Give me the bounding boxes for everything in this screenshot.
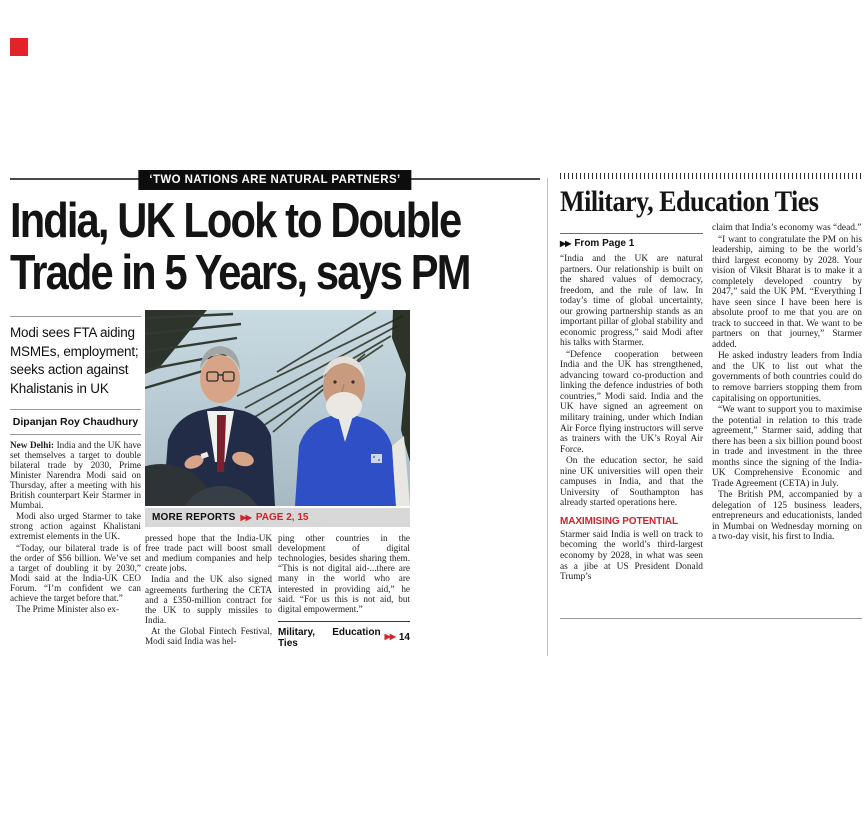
body-paragraph: “We want to support you to maximise the … xyxy=(712,405,862,489)
main-headline: India, UK Look to Double Trade in 5 Year… xyxy=(10,195,546,300)
section-subhead: MAXIMISING POTENTIAL xyxy=(560,515,679,527)
palm-fronds-left xyxy=(145,310,242,390)
article-column-1: Modi sees FTA aiding MSMEs, employment; … xyxy=(10,316,141,615)
headline-line-2: Trade in 5 Years, says PM xyxy=(10,246,471,301)
body-paragraph: “I want to congratulate the PM on his le… xyxy=(712,234,862,350)
body-paragraph: At the Global Fintech Festival, Modi sai… xyxy=(145,625,272,647)
rule xyxy=(10,316,141,317)
more-reports-pages: PAGE 2, 15 xyxy=(255,512,309,523)
jump-column-1: ▶▶ From Page 1 “India and the UK are nat… xyxy=(560,233,703,584)
body-text: “India and the UK are natural partners. … xyxy=(560,254,703,583)
body-paragraph: India and the UK also signed agreements … xyxy=(145,574,272,625)
lead-article: ‘TWO NATIONS ARE NATURAL PARTNERS’ India… xyxy=(10,170,540,690)
article-column-2: pressed hope that the India-UK free trad… xyxy=(145,533,272,647)
modi-figure xyxy=(295,356,410,506)
more-reports-bar: MORE REPORTS ▶▶ PAGE 2, 15 xyxy=(145,508,410,527)
headline-line-1: India, UK Look to Double xyxy=(10,194,462,248)
photo-illustration xyxy=(145,310,410,506)
body-paragraph: The British PM, accompanied by a delegat… xyxy=(712,490,862,543)
byline: Dipanjan Roy Chaudhury xyxy=(12,415,139,428)
body-paragraph: pressed hope that the India-UK free trad… xyxy=(145,533,272,574)
continuation-line: Military, Education Ties ▶▶ 14 xyxy=(278,620,410,649)
body-paragraph: “Today, our bilateral trade is of the or… xyxy=(10,542,141,604)
jump-article-title: Military, Education Ties xyxy=(560,185,819,218)
double-arrow-icon: ▶▶ xyxy=(384,632,396,642)
body-paragraph: “Defence cooperation between India and t… xyxy=(560,349,703,455)
body-paragraph: Starmer said India is well on track to b… xyxy=(560,529,703,583)
from-page-line: ▶▶ From Page 1 xyxy=(560,238,703,249)
body-paragraph: Modi also urged Starmer to take strong a… xyxy=(10,511,141,542)
continuation-label: Military, Education Ties xyxy=(278,626,381,649)
body-paragraph: ping other countries in the development … xyxy=(278,533,410,614)
rule xyxy=(560,233,703,234)
from-page-label: From Page 1 xyxy=(574,238,635,249)
ticked-top-border xyxy=(560,173,862,179)
palm-cluster-right xyxy=(392,310,410,462)
article-column-3: ping other countries in the development … xyxy=(278,533,410,649)
article-bottom-rule xyxy=(560,618,862,619)
double-arrow-icon: ▶▶ xyxy=(240,513,252,522)
foreground-blur xyxy=(145,464,258,506)
body-paragraph: The Prime Minister also ex- xyxy=(16,604,120,615)
body-paragraph: On the education sector, he said nine UK… xyxy=(560,456,703,509)
body-paragraph: claim that India’s economy was “dead.” xyxy=(712,223,862,233)
rule xyxy=(10,433,141,435)
palm-frond-center xyxy=(236,311,404,433)
jump-article: Military, Education Ties ▶▶ From Page 1 … xyxy=(560,170,862,650)
more-reports-label: MORE REPORTS xyxy=(152,512,236,523)
body-paragraph: “India and the UK are natural partners. … xyxy=(560,254,703,349)
column-divider-rule xyxy=(547,178,548,656)
body-text: New Delhi: India and the UK have set the… xyxy=(10,435,141,615)
double-arrow-icon: ▶▶ xyxy=(560,239,571,248)
red-corner-marker xyxy=(10,38,28,56)
kicker-strap: ‘TWO NATIONS ARE NATURAL PARTNERS’ xyxy=(138,170,412,190)
jump-column-2: claim that India’s economy was “dead.” “… xyxy=(712,223,862,544)
dateline: New Delhi: xyxy=(10,439,54,450)
standfirst: Modi sees FTA aiding MSMEs, employment; … xyxy=(10,325,139,396)
starmer-modi-photo xyxy=(145,310,410,506)
body-paragraph: New Delhi: India and the UK have set the… xyxy=(10,439,141,511)
body-paragraph: He asked industry leaders from India and… xyxy=(712,351,862,404)
continuation-page: 14 xyxy=(398,632,410,644)
rule xyxy=(10,408,141,410)
